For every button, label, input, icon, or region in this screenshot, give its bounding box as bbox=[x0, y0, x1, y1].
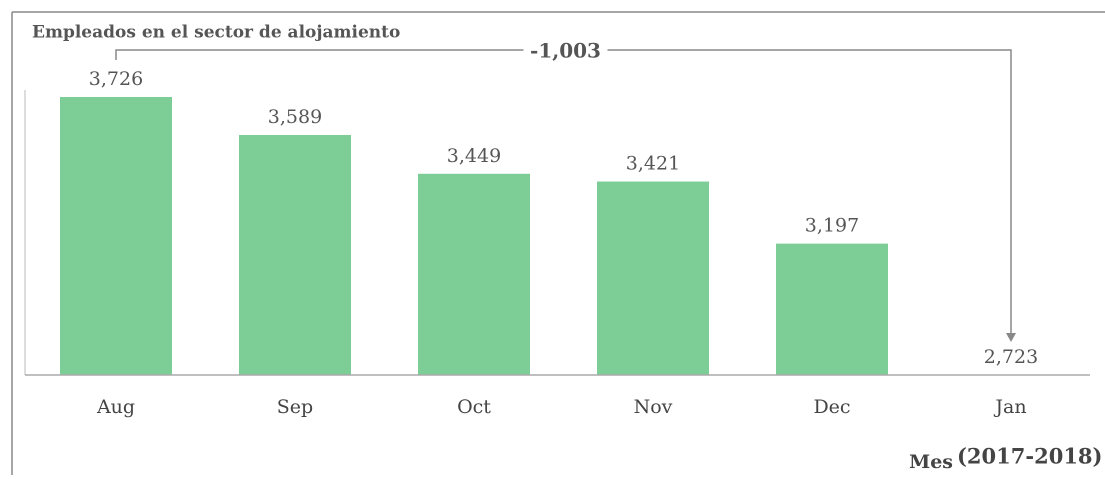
x-tick-label: Aug bbox=[96, 396, 135, 418]
bar bbox=[597, 181, 709, 375]
x-tick-label: Oct bbox=[457, 396, 491, 418]
value-label: 3,449 bbox=[447, 145, 501, 167]
bar bbox=[239, 134, 351, 375]
x-tick-label: Jan bbox=[993, 396, 1026, 418]
value-label: 3,726 bbox=[89, 68, 143, 90]
bar bbox=[418, 173, 530, 375]
bar bbox=[60, 97, 172, 375]
annotation-bracket bbox=[115, 49, 1012, 333]
bar bbox=[776, 243, 888, 375]
x-axis-note: (2017-2018) bbox=[957, 444, 1102, 469]
value-label: 3,197 bbox=[805, 215, 859, 237]
value-label: 2,723 bbox=[984, 346, 1038, 368]
value-label: 3,421 bbox=[626, 153, 680, 175]
x-tick-label: Dec bbox=[813, 396, 850, 418]
x-axis-label: Mes bbox=[909, 451, 953, 473]
value-label: 3,589 bbox=[268, 106, 322, 128]
x-tick-label: Sep bbox=[277, 396, 313, 418]
x-tick-label: Nov bbox=[634, 396, 673, 418]
annotation: -1,003 bbox=[530, 39, 601, 63]
annotation-arrow bbox=[1006, 333, 1016, 342]
chart-title: Empleados en el sector de alojamiento bbox=[32, 23, 400, 43]
